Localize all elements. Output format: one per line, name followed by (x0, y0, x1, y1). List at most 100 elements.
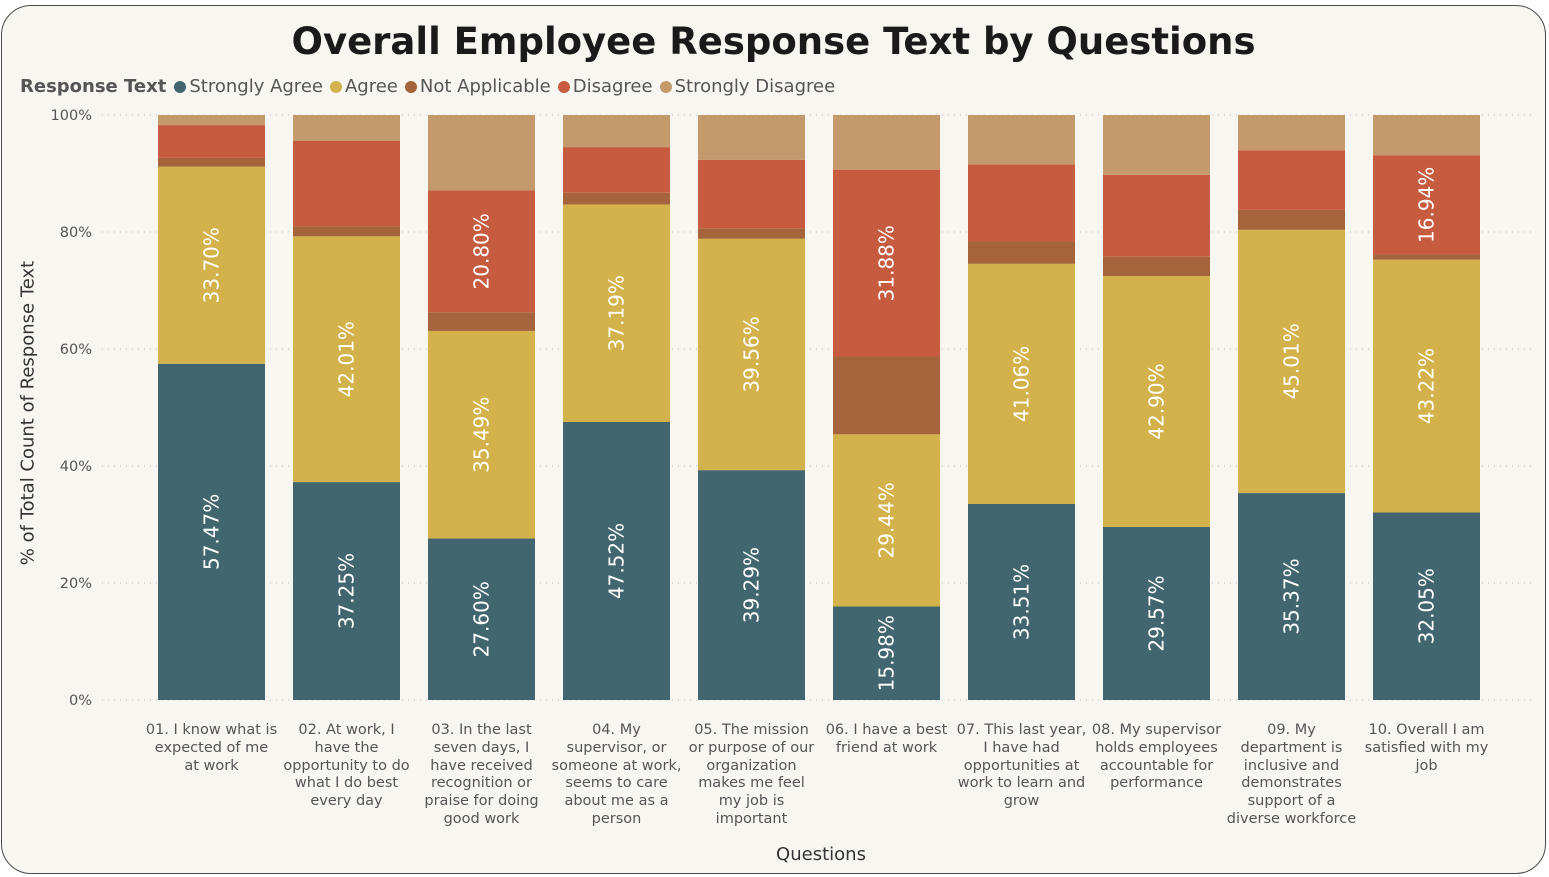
legend-label: Disagree (572, 76, 653, 97)
bar-segment-not-applicable[interactable] (563, 192, 670, 205)
data-label: 37.19% (605, 275, 629, 351)
bar-segment-strongly-disagree[interactable] (293, 115, 400, 141)
x-tick-label: 05. The mission or purpose of our organi… (688, 722, 815, 827)
bar-segment-disagree[interactable] (293, 140, 400, 227)
bar-segment-agree[interactable] (158, 166, 265, 364)
bar-segment-strongly-disagree[interactable] (1103, 115, 1210, 175)
data-label: 16.94% (1415, 167, 1439, 243)
bar-segment-disagree[interactable] (1103, 174, 1210, 257)
bar-segment-disagree[interactable] (833, 169, 940, 357)
bar-segment-strongly-disagree[interactable] (158, 115, 265, 126)
data-label: 29.57% (1145, 575, 1169, 651)
bar-segment-disagree[interactable] (698, 159, 805, 229)
bar-segment-strongly-agree[interactable] (1238, 493, 1345, 700)
data-label: 39.56% (740, 316, 764, 392)
bar-segment-disagree[interactable] (428, 190, 535, 313)
x-tick-label: 01. I know what is expected of me at wor… (145, 722, 278, 774)
bar-segment-not-applicable[interactable] (1238, 209, 1345, 230)
data-label: 42.90% (1145, 363, 1169, 439)
bar-segment-strongly-agree[interactable] (563, 422, 670, 700)
legend-label: Agree (344, 76, 398, 97)
data-label: 47.52% (605, 523, 629, 599)
bar-segment-not-applicable[interactable] (833, 356, 940, 435)
data-label: 32.05% (1415, 568, 1439, 644)
data-label: 33.51% (1010, 564, 1034, 640)
chart-title: Overall Employee Response Text by Questi… (291, 20, 1256, 63)
legend-label: Strongly Disagree (674, 76, 836, 97)
bar-segment-strongly-disagree[interactable] (1238, 115, 1345, 151)
legend-dot-icon (329, 80, 342, 93)
bar-segment-not-applicable[interactable] (1103, 256, 1210, 277)
bar-segment-not-applicable[interactable] (698, 228, 805, 239)
legend-dot-icon (557, 80, 570, 93)
legend-label: Strongly Agree (189, 76, 323, 97)
chart-frame: Overall Employee Response Text by Questi… (1, 5, 1546, 874)
data-label: 42.01% (335, 321, 359, 397)
bar-segment-disagree[interactable] (563, 147, 670, 193)
data-label: 35.49% (470, 397, 494, 473)
bar-segment-strongly-disagree[interactable] (428, 115, 535, 191)
bar-segment-agree[interactable] (698, 238, 805, 471)
x-tick-label: 08. My supervisor holds employees accoun… (1091, 722, 1222, 792)
bar-segment-strongly-disagree[interactable] (833, 115, 940, 170)
data-label: 57.47% (200, 494, 224, 570)
data-label: 39.29% (740, 547, 764, 623)
bar-segment-strongly-agree[interactable] (293, 482, 400, 700)
y-tick-label: 40% (60, 459, 92, 475)
data-label: 33.70% (200, 227, 224, 303)
bar-segment-not-applicable[interactable] (428, 312, 535, 331)
bar-segment-strongly-disagree[interactable] (698, 115, 805, 160)
bar-segment-strongly-disagree[interactable] (968, 115, 1075, 165)
y-tick-label: 0% (69, 693, 92, 709)
bar-segment-disagree[interactable] (968, 164, 1075, 242)
bar-segment-agree[interactable] (1103, 276, 1210, 528)
x-tick-label: 02. At work, I have the opportunity to d… (283, 722, 410, 810)
data-label: 15.98% (875, 615, 899, 691)
legend-item-strongly-agree[interactable]: Strongly Agree (174, 76, 323, 97)
legend-dot-icon (659, 80, 672, 93)
x-tick-label: 03. In the last seven days, I have recei… (424, 722, 539, 827)
bar-segment-strongly-agree[interactable] (968, 503, 1075, 700)
bar-segment-strongly-agree[interactable] (1373, 512, 1480, 700)
data-label: 29.44% (875, 482, 899, 558)
legend-item-not-applicable[interactable]: Not Applicable (404, 76, 551, 97)
data-label: 37.25% (335, 553, 359, 629)
bar-segment-strongly-agree[interactable] (158, 363, 265, 700)
y-tick-label: 60% (60, 342, 92, 358)
bar-segment-agree[interactable] (833, 434, 940, 607)
bar-segment-disagree[interactable] (1238, 150, 1345, 210)
bar-segment-strongly-disagree[interactable] (1373, 115, 1480, 156)
bar-segment-agree[interactable] (293, 236, 400, 483)
data-label: 35.37% (1280, 558, 1304, 634)
bar-segment-not-applicable[interactable] (1373, 254, 1480, 260)
bar-segment-agree[interactable] (968, 263, 1075, 504)
x-tick-label: 04. My supervisor, or someone at work, s… (551, 722, 682, 827)
legend-item-disagree[interactable]: Disagree (557, 76, 653, 97)
bar-segment-strongly-agree[interactable] (1103, 527, 1210, 700)
bar-segment-not-applicable[interactable] (968, 241, 1075, 264)
bar-segment-strongly-disagree[interactable] (563, 115, 670, 148)
x-tick-label: 07. This last year, I have had opportuni… (956, 722, 1087, 810)
bar-segment-disagree[interactable] (158, 125, 265, 158)
data-label: 43.22% (1415, 348, 1439, 424)
x-tick-label: 09. My department is inclusive and demon… (1226, 722, 1357, 827)
x-axis-label: Questions (776, 844, 866, 865)
legend-item-agree[interactable]: Agree (329, 76, 398, 97)
bar-segment-strongly-agree[interactable] (428, 538, 535, 700)
y-tick-label: 80% (60, 225, 92, 241)
bar-segment-not-applicable[interactable] (158, 157, 265, 167)
bar-segment-not-applicable[interactable] (293, 226, 400, 237)
bar-segment-strongly-agree[interactable] (833, 606, 940, 700)
bar-segment-disagree[interactable] (1373, 155, 1480, 255)
chart-plot: 0% 20% 40% 60% 80% 100% 57.47% 33.70% 37.25% 42.0… (51, 108, 1532, 709)
legend-title: Response Text (20, 76, 167, 97)
data-label: 45.01% (1280, 323, 1304, 399)
bar-segment-strongly-agree[interactable] (698, 470, 805, 700)
bar-segment-agree[interactable] (1373, 259, 1480, 513)
x-tick-label: 06. I have a best friend at work (825, 722, 948, 756)
bar-segment-agree[interactable] (563, 204, 670, 423)
legend-dot-icon (404, 80, 417, 93)
bar-segment-agree[interactable] (428, 330, 535, 539)
bar-segment-agree[interactable] (1238, 229, 1345, 494)
legend-item-strongly-disagree[interactable]: Strongly Disagree (659, 76, 836, 97)
